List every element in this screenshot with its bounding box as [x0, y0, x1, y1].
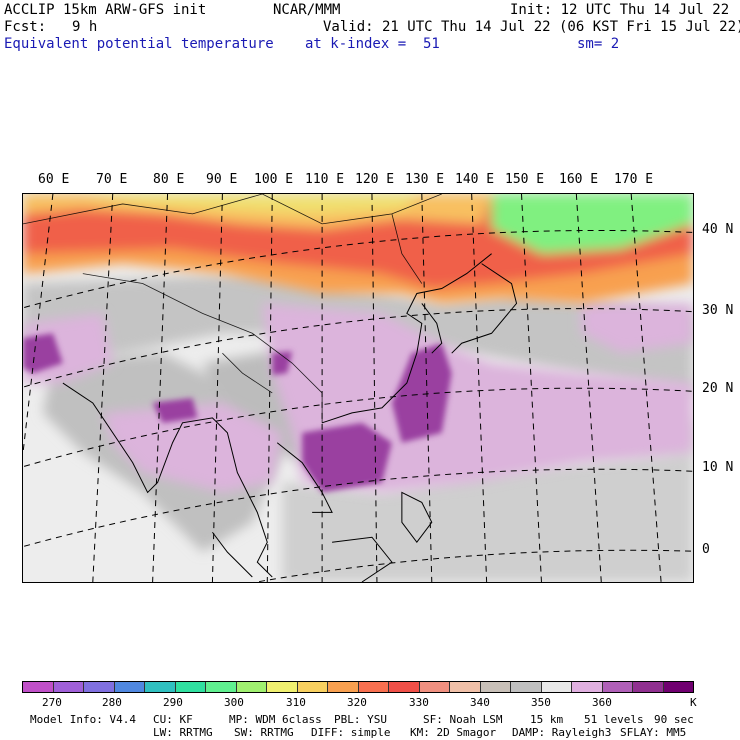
- lon-label: 130 E: [405, 172, 445, 187]
- footer-pbl: PBL: YSU: [334, 713, 387, 726]
- init-time: Init: 12 UTC Thu 14 Jul 22: [510, 2, 730, 18]
- colorbar-tick: 280: [102, 696, 122, 709]
- lon-label: 60 E: [38, 172, 70, 187]
- colorbar-tick: 270: [42, 696, 62, 709]
- colorbar-swatch: [206, 682, 237, 692]
- lon-label: 170 E: [614, 172, 654, 187]
- coastlines: [62, 253, 518, 582]
- lon-label: 90 E: [206, 172, 238, 187]
- colorbar-swatch: [328, 682, 359, 692]
- field-name: Equivalent potential temperature: [4, 36, 274, 52]
- footer-cu: CU: KF: [153, 713, 193, 726]
- footer-damp: DAMP: Rayleigh3: [512, 726, 612, 739]
- colorbar-swatch: [84, 682, 115, 692]
- footer-mp: MP: WDM 6class: [229, 713, 322, 726]
- colorbar-swatch: [541, 682, 572, 692]
- colorbar-tick: 360: [592, 696, 612, 709]
- colorbar: [22, 681, 694, 693]
- colorbar-swatch: [53, 682, 84, 692]
- smoothing-label: sm= 2: [577, 36, 620, 52]
- theta-e-map: [22, 193, 694, 583]
- colorbar-swatch: [389, 682, 420, 692]
- colorbar-swatch: [236, 682, 267, 692]
- colorbar-swatch: [297, 682, 328, 692]
- colorbar-swatch: [23, 682, 54, 692]
- level-label: at k-index = 51: [305, 36, 440, 52]
- colorbar-swatch: [480, 682, 511, 692]
- colorbar-tick: 320: [347, 696, 367, 709]
- colorbar-swatch: [145, 682, 176, 692]
- colorbar-swatch: [572, 682, 603, 692]
- colorbar-tick: 290: [163, 696, 183, 709]
- footer-sw: SW: RRTMG: [234, 726, 294, 739]
- footer-resolution: 15 km: [530, 713, 564, 726]
- lat-label: 40 N: [702, 222, 734, 237]
- colorbar-swatch: [267, 682, 298, 692]
- forecast-label: Fcst:: [4, 19, 47, 35]
- footer-km: KM: 2D Smagor: [410, 726, 497, 739]
- colorbar-tick: 340: [470, 696, 490, 709]
- colorbar-tick: 310: [286, 696, 306, 709]
- colorbar-swatch: [175, 682, 206, 692]
- center-label: NCAR/MMM: [273, 2, 341, 18]
- colorbar-swatch: [358, 682, 389, 692]
- graticule: [23, 194, 693, 582]
- colorbar-swatch: [633, 682, 664, 692]
- colorbar-tick: 350: [531, 696, 551, 709]
- footer-timestep: 90 sec: [654, 713, 694, 726]
- lon-label: 160 E: [559, 172, 599, 187]
- footer-sf: SF: Noah LSM: [423, 713, 503, 726]
- lon-label: 110 E: [305, 172, 345, 187]
- lon-label: 70 E: [96, 172, 128, 187]
- lat-label: 20 N: [702, 381, 734, 396]
- colorbar-unit: K: [690, 696, 697, 709]
- footer-levels: 51 levels: [584, 713, 644, 726]
- lon-label: 150 E: [505, 172, 545, 187]
- dark-purple-regions: [23, 333, 452, 493]
- footer-diff: DIFF: simple: [311, 726, 391, 739]
- model-title: ACCLIP 15km ARW-GFS init: [4, 2, 207, 18]
- colorbar-swatch: [419, 682, 450, 692]
- colorbar-swatch: [114, 682, 145, 692]
- colorbar-swatch: [511, 682, 542, 692]
- footer-model-info: Model Info: V4.4: [30, 713, 136, 726]
- lat-label: 30 N: [702, 303, 734, 318]
- colorbar-swatch: [450, 682, 481, 692]
- colorbar-swatch: [663, 682, 693, 692]
- lat-label: 0: [702, 542, 710, 557]
- forecast-hours: 9 h: [72, 19, 98, 35]
- footer-sflay: SFLAY: MM5: [620, 726, 687, 739]
- colorbar-swatch: [602, 682, 633, 692]
- lon-label: 120 E: [355, 172, 395, 187]
- country-borders: [23, 194, 442, 423]
- colorbar-tick: 330: [409, 696, 429, 709]
- lon-label: 80 E: [153, 172, 185, 187]
- valid-time: Valid: 21 UTC Thu 14 Jul 22 (06 KST Fri …: [323, 19, 740, 35]
- lon-label: 100 E: [254, 172, 294, 187]
- colorbar-tick: 300: [224, 696, 244, 709]
- footer-lw: LW: RRTMG: [153, 726, 213, 739]
- lon-label: 140 E: [455, 172, 495, 187]
- lat-label: 10 N: [702, 460, 734, 475]
